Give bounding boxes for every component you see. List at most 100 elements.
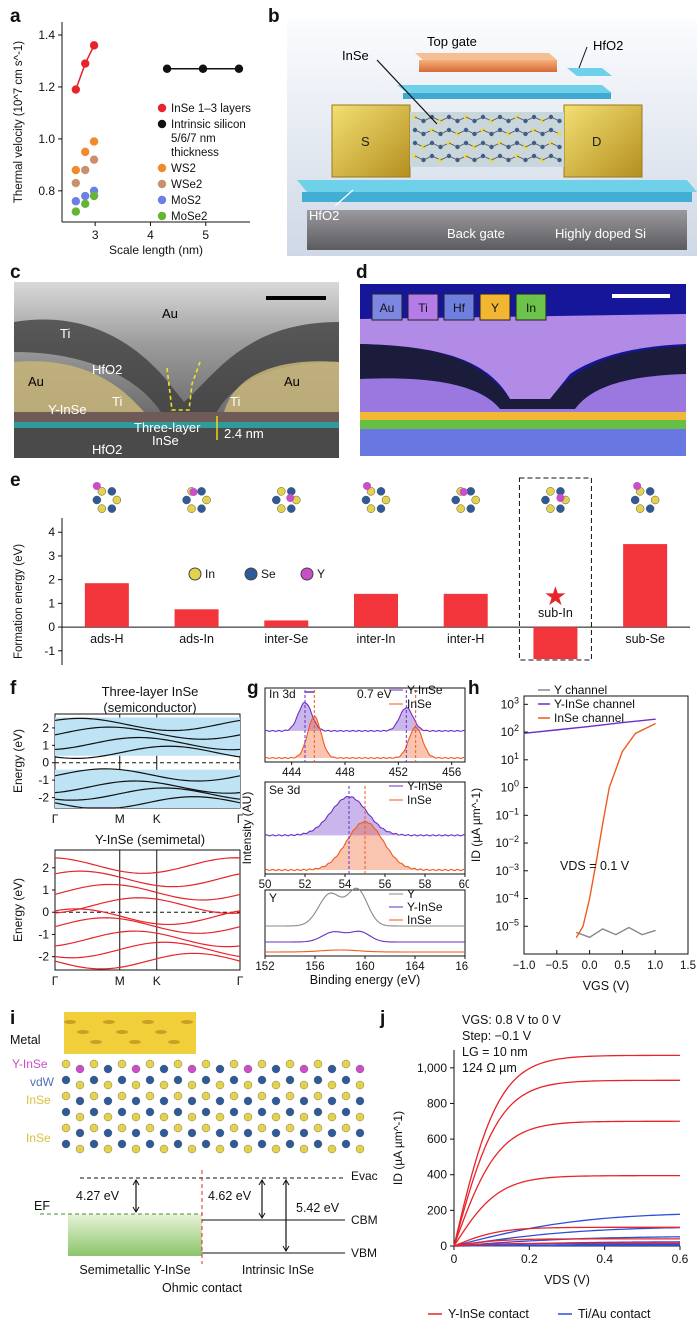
y-tick-label: 3: [48, 549, 55, 563]
lattice-atom: [523, 131, 528, 137]
spectrum-y-inse-fill: [265, 702, 465, 732]
lattice-atom-i: [145, 1107, 155, 1117]
x-tick-label: 1.5: [680, 960, 696, 972]
lattice-atom: [557, 157, 562, 163]
lattice-atom-i: [299, 1080, 309, 1090]
point-0: [575, 931, 578, 934]
lattice-atom-i: [173, 1091, 183, 1101]
y-tick-label: -1: [44, 644, 55, 658]
lattice-atom: [455, 131, 460, 137]
bar-label-sub-In: sub-In: [538, 606, 573, 620]
ti-region: [360, 314, 686, 399]
data-point-0: [89, 41, 99, 50]
lattice-atom-i: [327, 1112, 337, 1122]
chart-e: -1 0 1 2 3 4 Formation energy (eV) ads-H ads-In i…: [13, 477, 690, 665]
legend-y-inse-1: Y-InSe: [407, 683, 443, 697]
lattice-atom-i: [271, 1096, 281, 1106]
label-semimetallic: Semimetallic Y-InSe: [79, 1263, 190, 1277]
y-tick-label: -1: [38, 927, 49, 941]
bar-inter-Se: [264, 620, 309, 628]
lattice-atom-i: [173, 1075, 183, 1085]
x-tick-label: 60: [459, 879, 469, 891]
structure-atom: [466, 487, 475, 496]
point-0: [654, 929, 656, 932]
bar-label-ads-H: ads-H: [90, 632, 123, 646]
au-right-region: [224, 361, 339, 412]
structure-atom: [107, 504, 117, 513]
legend-marker-2: [157, 163, 167, 173]
bar-label-inter-H: inter-H: [447, 632, 485, 646]
curve-y-inse-6: [453, 1242, 680, 1247]
legend-label-2: InSe channel: [554, 711, 624, 725]
k-label: M: [115, 812, 125, 826]
y-axis-label: Formation energy (eV): [13, 544, 25, 659]
data-point-5: [71, 207, 81, 216]
label-d: D: [592, 134, 601, 149]
lattice-atom-i: [145, 1123, 155, 1133]
lattice-atom-i: [327, 1080, 337, 1090]
label-vgs: VGS: 0.8 V to 0 V: [462, 1013, 561, 1027]
lattice-atom-i: [89, 1107, 99, 1117]
label-inse: InSe: [342, 48, 369, 63]
data-point-5: [81, 199, 90, 209]
band-line: [54, 897, 241, 914]
lattice-atom-i: [285, 1059, 295, 1069]
x-tick-label: −0.5: [545, 960, 568, 972]
lattice-atom-i: [159, 1112, 169, 1122]
lattice-atom-i: [341, 1123, 351, 1133]
lattice-atom: [421, 131, 426, 137]
data-point-4: [71, 197, 81, 206]
x-tick-label: 0.4: [596, 1252, 613, 1266]
structure-atom: [92, 495, 102, 505]
semimetal-band: [68, 1214, 202, 1256]
band-line: [54, 917, 241, 934]
lattice-atom: [438, 131, 443, 137]
legend-label-y: Y: [491, 301, 499, 315]
lattice-atom-i: [313, 1059, 323, 1069]
structure-atom: [546, 504, 555, 513]
inse-channel-lattice: [410, 112, 564, 167]
legend-label-1: Y-InSe channel: [554, 697, 635, 711]
highly-doped-si-block: [307, 210, 687, 250]
x-tick-label: 168: [455, 961, 469, 973]
lattice-atom-i: [285, 1075, 295, 1085]
lattice-atom: [548, 140, 554, 146]
label-step: Step: −0.1 V: [462, 1029, 532, 1043]
lattice-atom-i: [89, 1139, 99, 1149]
legend-marker-4: [157, 195, 167, 205]
lattice-atom-i: [159, 1080, 169, 1090]
lattice-atom-i: [159, 1096, 169, 1106]
x-tick-label: 0: [451, 1252, 458, 1266]
lattice-atom-i: [103, 1064, 113, 1074]
top-hfo2-bar: [397, 85, 612, 93]
point-2: [634, 732, 637, 734]
lattice-atom-i: [131, 1064, 141, 1074]
legend-label-ti: Ti: [418, 301, 428, 315]
structure-atom: [376, 504, 386, 513]
band-line: [54, 908, 241, 926]
sub-in-highlight: [518, 477, 592, 661]
x-tick-label: 50: [259, 879, 272, 891]
lattice-atom: [557, 131, 562, 137]
spectrum-inse-3: [265, 949, 465, 953]
lattice-atom-i: [173, 1123, 183, 1133]
lattice-atom-i: [117, 1139, 127, 1149]
data-point-2: [89, 137, 99, 146]
label-evac: Evac: [351, 1169, 378, 1183]
label-hfo2-bottom: HfO2: [309, 208, 339, 223]
label-au-right: Au: [284, 374, 300, 389]
star-icon: ★: [544, 581, 567, 611]
k-label: Γ: [52, 812, 59, 826]
legend-swatch-au: [371, 293, 403, 321]
lattice-atom-i: [341, 1059, 351, 1069]
label-res: 124 Ω µm: [462, 1061, 517, 1075]
data-point-0: [81, 59, 90, 68]
lattice-atom: [557, 118, 562, 124]
ti-lower-region: [360, 374, 686, 412]
curve-ti-au-5: [453, 1244, 681, 1247]
point-0: [589, 936, 591, 938]
lattice-atom-i: [145, 1091, 155, 1101]
panel-letter-h: h: [468, 678, 480, 699]
label-ohmic: Ohmic contact: [162, 1281, 242, 1295]
lattice-atom-i: [187, 1096, 197, 1106]
